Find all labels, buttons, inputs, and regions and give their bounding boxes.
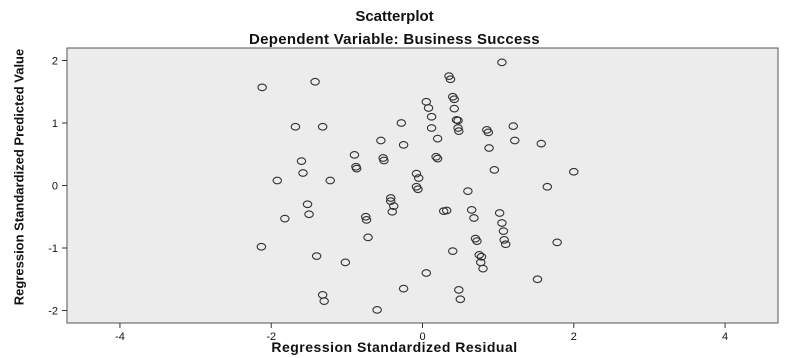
- scatter-point: [319, 297, 329, 305]
- y-tick-label: -1: [48, 243, 58, 255]
- scatter-point: [298, 169, 308, 177]
- scatter-point: [569, 167, 579, 176]
- scatter-point: [421, 269, 432, 277]
- scatter-point: [363, 233, 373, 242]
- scatter-point: [445, 75, 456, 84]
- scatter-point: [449, 95, 460, 104]
- scatter-point: [411, 169, 422, 178]
- scatter-point: [431, 152, 441, 161]
- scatter-point: [483, 128, 494, 137]
- scatter-point: [497, 58, 507, 67]
- scatter-point: [398, 284, 409, 293]
- scatter-point: [372, 306, 382, 314]
- scatter-point: [272, 176, 283, 185]
- scatter-point: [376, 136, 386, 145]
- scatter-point: [536, 139, 547, 148]
- scatter-point: [432, 154, 443, 163]
- scatter-point: [466, 206, 477, 214]
- scatter-point: [349, 151, 360, 159]
- scatter-point: [256, 242, 267, 251]
- y-tick-label: -2: [48, 306, 58, 318]
- scatter-point: [317, 122, 328, 131]
- scatter-point: [340, 258, 351, 267]
- scatter-point: [385, 194, 396, 202]
- scatter-point: [454, 286, 464, 294]
- scatter-point: [463, 187, 473, 195]
- scatter-point: [453, 116, 463, 125]
- scatter-point: [389, 202, 399, 210]
- y-tick-label: 1: [52, 118, 58, 130]
- chart-subtitle: Dependent Variable: Business Success: [249, 31, 540, 48]
- scatter-point: [498, 227, 509, 235]
- y-axis-label: Regression Standardized Predicted Value: [11, 48, 27, 306]
- scatter-point: [351, 164, 362, 173]
- scatter-point: [413, 185, 423, 194]
- scatter-point: [385, 197, 396, 205]
- x-tick-label: -4: [115, 331, 125, 343]
- x-tick-label: 4: [722, 331, 728, 343]
- scatter-point: [453, 124, 463, 132]
- scatter-point: [455, 295, 466, 304]
- x-tick-label: 2: [571, 331, 577, 343]
- scatter-point: [290, 122, 301, 131]
- scatter-point: [310, 77, 320, 86]
- scatter-point: [478, 264, 488, 273]
- plot-area: [66, 47, 779, 324]
- scatter-point: [448, 247, 458, 255]
- scatter-point: [361, 212, 371, 221]
- scatter-point: [499, 236, 509, 244]
- scatter-point: [426, 112, 437, 121]
- scatter-point: [469, 214, 479, 222]
- scatter-point: [476, 252, 487, 261]
- scatter-point: [508, 122, 519, 130]
- scatter-point: [361, 216, 372, 224]
- scatter-point: [379, 156, 389, 165]
- scatter-point: [542, 182, 553, 191]
- scatter-point: [426, 124, 437, 132]
- scatter-point: [325, 176, 335, 185]
- scatter-point: [413, 174, 424, 182]
- scatter-point: [474, 251, 484, 259]
- scatter-point: [423, 104, 434, 112]
- scatter-point: [311, 252, 322, 260]
- y-tick-label: 0: [52, 181, 58, 193]
- y-tick-label: 2: [52, 56, 58, 68]
- scatter-point: [449, 104, 460, 113]
- scatter-point: [494, 209, 505, 217]
- scatter-point: [441, 206, 452, 215]
- scatter-point: [257, 83, 267, 92]
- scatter-point: [387, 207, 397, 216]
- scatter-point: [472, 237, 482, 245]
- scatter-point: [304, 210, 314, 219]
- scatter-point: [302, 200, 313, 209]
- chart-title: Scatterplot: [355, 8, 434, 25]
- scatter-point: [510, 136, 520, 145]
- scatter-point: [552, 238, 562, 247]
- scatter-point: [396, 119, 407, 127]
- x-tick-label: 0: [419, 331, 425, 343]
- scatter-point: [432, 134, 443, 143]
- scatter-point: [532, 275, 543, 284]
- scatter-point: [500, 240, 511, 249]
- scatter-point: [280, 214, 290, 223]
- x-tick-label: -2: [266, 331, 276, 343]
- x-axis-label: Regression Standardized Residual: [271, 339, 518, 355]
- scatter-point: [484, 144, 494, 152]
- scatter-point: [398, 141, 409, 149]
- scatter-point: [454, 127, 464, 135]
- scatter-point: [489, 166, 500, 174]
- scatter-point: [497, 219, 507, 227]
- scatter-point: [296, 157, 307, 165]
